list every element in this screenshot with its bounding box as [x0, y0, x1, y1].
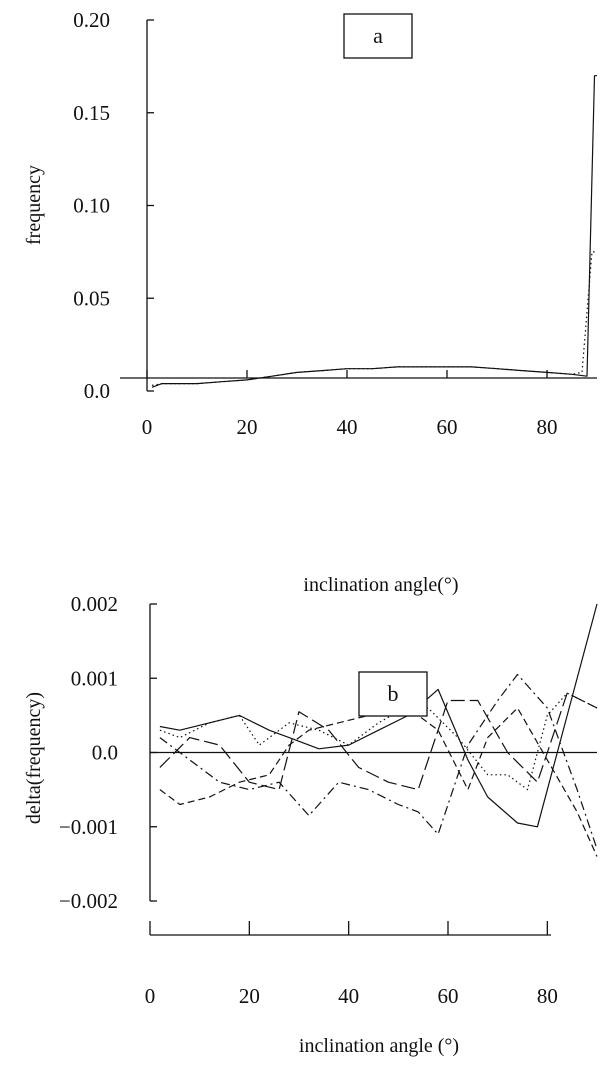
y-tick-label: 0.15 [73, 101, 110, 125]
x-tick-label: 60 [438, 984, 459, 1008]
y-tick-label: −0.002 [59, 889, 118, 913]
x-tick-label: 0 [142, 415, 153, 439]
y-tick-label: 0.001 [71, 666, 118, 690]
y-tick-label: 0.0 [92, 741, 118, 765]
series-line-solid [151, 75, 597, 388]
x-tick-label: 80 [537, 984, 558, 1008]
x-axis-title: inclination angle (°) [299, 1035, 459, 1057]
series-line-solid [159, 603, 598, 828]
series-line-dash-dot [159, 673, 598, 850]
series-line-dotted [151, 251, 597, 386]
x-tick-label: 60 [437, 415, 458, 439]
x-tick-label: 40 [338, 984, 359, 1008]
x-axis-title: inclination angle(°) [303, 574, 458, 596]
panel-label-box [343, 13, 413, 59]
series-line-dotted [159, 692, 598, 791]
y-tick-label: 0.002 [71, 592, 118, 616]
panel-label-box [358, 671, 428, 717]
panel-label: a [373, 23, 383, 48]
y-tick-label: 0.05 [73, 286, 110, 310]
panel-label: b [388, 681, 399, 706]
y-axis-title: delta(frequency) [23, 692, 45, 824]
x-tick-label: 80 [537, 415, 558, 439]
x-tick-label: 40 [337, 415, 358, 439]
x-tick-label: 20 [237, 415, 258, 439]
y-tick-label: 0.10 [73, 194, 110, 218]
x-tick-label: 20 [239, 984, 260, 1008]
y-tick-label: 0.20 [73, 8, 110, 32]
series-line-long-dash [159, 692, 598, 791]
x-tick-label: 0 [145, 984, 156, 1008]
y-tick-label: 0.0 [84, 379, 110, 403]
y-axis-title: frequency [23, 165, 45, 245]
y-tick-label: −0.001 [59, 815, 118, 839]
